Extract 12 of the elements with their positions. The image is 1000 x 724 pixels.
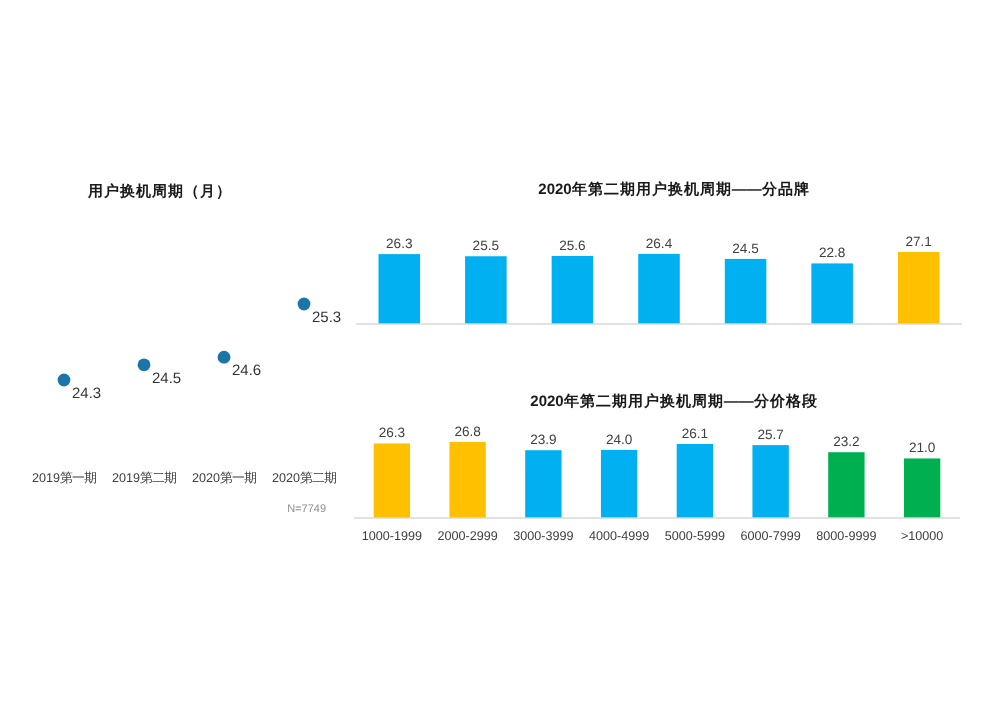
bar [373,443,411,518]
point [57,373,71,387]
bar [903,458,941,518]
point [297,297,311,311]
bar [600,449,638,518]
point [217,350,231,364]
bar [752,445,789,518]
bar [449,442,486,518]
bar [828,452,865,518]
bar [525,450,562,518]
bar [676,443,714,518]
point [137,358,151,372]
